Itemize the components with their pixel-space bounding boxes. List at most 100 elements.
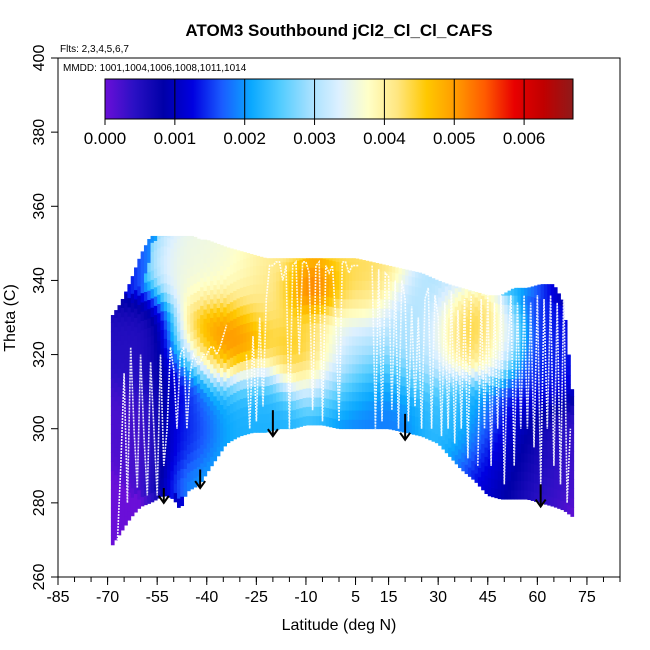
heatmap-cell <box>339 261 343 272</box>
heatmap-cell <box>130 293 135 304</box>
heatmap-cell <box>249 293 254 304</box>
heatmap-cell <box>547 468 551 478</box>
heatmap-cell <box>210 308 214 318</box>
heatmap-cell <box>286 298 290 309</box>
heatmap-cell <box>259 395 264 406</box>
heatmap-cell <box>272 291 277 301</box>
heatmap-cell <box>239 407 244 418</box>
heatmap-cell <box>259 339 264 350</box>
heatmap-cell <box>253 321 257 331</box>
heatmap-cell <box>180 450 185 460</box>
heatmap-cell <box>557 341 561 352</box>
heatmap-cell <box>348 261 353 272</box>
heatmap-cell <box>315 332 320 342</box>
heatmap-cell <box>484 484 489 494</box>
heatmap-cell <box>467 365 472 375</box>
heatmap-cell <box>143 328 148 339</box>
heatmap-cell <box>487 449 492 460</box>
heatmap-cell <box>200 416 204 427</box>
heatmap-cell <box>236 399 241 410</box>
heatmap-cell <box>494 368 499 378</box>
heatmap-cell <box>481 293 485 296</box>
heatmap-cell <box>524 287 528 296</box>
heatmap-cell <box>243 425 247 436</box>
heatmap-cell <box>570 488 575 499</box>
heatmap-cell <box>471 395 475 406</box>
heatmap-cell <box>444 406 449 417</box>
heatmap-cell <box>401 268 406 275</box>
heatmap-cell <box>276 364 280 374</box>
heatmap-cell <box>114 530 118 541</box>
heatmap-cell <box>368 400 373 411</box>
heatmap-cell <box>180 301 185 312</box>
heatmap-cell <box>477 430 482 441</box>
heatmap-cell <box>236 427 241 438</box>
heatmap-cell <box>124 311 128 322</box>
heatmap-cell <box>302 369 307 380</box>
heatmap-cell <box>481 425 485 435</box>
heatmap-cell <box>147 382 151 393</box>
heatmap-cell <box>375 263 380 272</box>
heatmap-cell <box>401 394 406 405</box>
heatmap-cell <box>153 286 158 297</box>
heatmap-cell <box>504 378 509 389</box>
heatmap-cell <box>292 391 297 401</box>
heatmap-cell <box>190 285 194 295</box>
heatmap-cell <box>147 345 151 356</box>
heatmap-cell <box>292 270 297 281</box>
heatmap-cell <box>540 456 545 467</box>
x-tick-label: 60 <box>528 589 546 606</box>
heatmap-cell <box>481 369 485 380</box>
heatmap-cell <box>563 326 568 336</box>
heatmap-cell <box>504 313 509 324</box>
heatmap-cell <box>147 494 151 504</box>
heatmap-cell <box>196 309 201 319</box>
heatmap-cell <box>567 365 571 376</box>
heatmap-cell <box>173 372 178 382</box>
heatmap-cell <box>203 457 208 468</box>
heatmap-cell <box>434 359 439 370</box>
heatmap-cell <box>173 260 178 271</box>
heatmap-cell <box>550 478 555 488</box>
heatmap-cell <box>200 463 204 473</box>
heatmap-cell <box>305 267 310 278</box>
heatmap-cell <box>219 274 224 285</box>
heatmap-cell <box>418 343 423 353</box>
heatmap-cell <box>193 431 198 442</box>
heatmap-cell <box>180 338 185 349</box>
heatmap-cell <box>190 405 194 416</box>
heatmap-cell <box>520 397 525 407</box>
heatmap-cell <box>259 386 264 396</box>
heatmap-cell <box>216 289 221 299</box>
heatmap-cell <box>150 335 155 345</box>
heatmap-cell <box>127 288 132 299</box>
heatmap-cell <box>434 285 439 295</box>
heatmap-cell <box>514 287 518 296</box>
heatmap-cell <box>352 391 356 402</box>
heatmap-cell <box>233 272 237 282</box>
heatmap-cell <box>114 317 118 328</box>
heatmap-cell <box>143 476 148 487</box>
heatmap-cell <box>362 289 366 300</box>
heatmap-cell <box>491 441 495 451</box>
heatmap-cell <box>117 451 122 462</box>
heatmap-cell <box>153 305 158 316</box>
heatmap-cell <box>348 419 353 430</box>
heatmap-cell <box>365 317 370 328</box>
heatmap-cell <box>362 280 366 291</box>
heatmap-cell <box>219 302 224 313</box>
heatmap-cell <box>368 363 373 374</box>
heatmap-cell <box>494 405 499 415</box>
heatmap-cell <box>167 441 171 452</box>
heatmap-cell <box>372 271 376 281</box>
heatmap-cell <box>134 456 138 467</box>
heatmap-cell <box>358 259 363 263</box>
heatmap-cell <box>196 272 201 282</box>
heatmap-cell <box>471 312 475 323</box>
heatmap-cell <box>322 388 327 398</box>
heatmap-cell <box>137 360 142 370</box>
heatmap-cell <box>507 369 512 380</box>
heatmap-cell <box>424 382 429 393</box>
heatmap-cell <box>557 378 561 389</box>
